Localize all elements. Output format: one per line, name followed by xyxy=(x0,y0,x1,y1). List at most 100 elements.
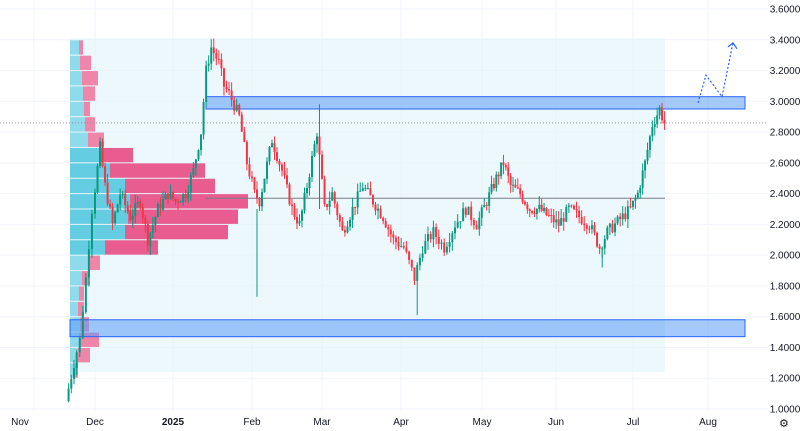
candle-body xyxy=(266,161,268,179)
candle-body xyxy=(512,184,515,186)
x-tick-label: Aug xyxy=(699,417,717,428)
candle-body xyxy=(273,143,276,153)
candle-body xyxy=(182,194,185,202)
candle-body xyxy=(507,167,510,176)
resistance-zone xyxy=(205,96,746,110)
candle-body xyxy=(598,246,601,249)
candle-body xyxy=(557,219,560,226)
y-axis[interactable]: 3.6000 3.4000 3.2000 3.0000 2.8000 2.6000 2.40… xyxy=(770,5,800,416)
candle-body xyxy=(217,58,220,60)
candle-body xyxy=(90,213,93,250)
candle-body xyxy=(136,202,139,204)
candle-body xyxy=(177,201,180,203)
y-tick-label: 1.8000 xyxy=(770,281,800,292)
candle-body xyxy=(531,210,534,213)
y-tick-label: 2.8000 xyxy=(770,128,800,139)
candle-body xyxy=(394,237,397,243)
candle-body xyxy=(651,126,654,137)
candle-body xyxy=(144,217,147,225)
candle-body xyxy=(119,194,122,205)
candle-body xyxy=(611,223,614,233)
candle-body xyxy=(634,197,637,201)
candle-body xyxy=(205,65,208,103)
candle-body xyxy=(116,204,119,213)
volume-bar-down xyxy=(78,347,90,363)
candle-body xyxy=(336,203,339,216)
candle-body xyxy=(519,188,522,194)
candle-body xyxy=(384,221,387,228)
candle-body xyxy=(626,206,629,220)
candle-body xyxy=(410,260,413,268)
candle-body xyxy=(658,107,661,116)
candle-body xyxy=(562,218,565,222)
y-tick-label: 2.4000 xyxy=(770,189,800,200)
volume-bar-down xyxy=(84,101,90,117)
candle-body xyxy=(75,352,78,369)
candle-body xyxy=(169,192,172,199)
candle-body xyxy=(606,227,609,239)
candle-body xyxy=(490,184,493,193)
candle-body xyxy=(225,86,228,90)
candle-body xyxy=(445,246,448,253)
candle-body xyxy=(243,131,246,142)
projection-path xyxy=(697,42,734,104)
candle-body xyxy=(472,220,475,226)
volume-bar-up xyxy=(70,101,84,117)
candle-body xyxy=(84,277,87,313)
candle-body xyxy=(212,47,215,54)
x-tick-label: Nov xyxy=(11,417,29,428)
candle-body xyxy=(296,216,298,224)
candle-body xyxy=(545,207,548,215)
candle-body xyxy=(547,214,550,216)
candle-body xyxy=(456,221,459,228)
candle-body xyxy=(159,204,162,210)
candle-body xyxy=(590,225,593,230)
volume-bar-down xyxy=(85,117,95,132)
candle-body xyxy=(402,246,405,248)
candle-body xyxy=(397,242,400,247)
candle-body xyxy=(220,59,223,69)
candle-body xyxy=(492,184,495,188)
candle-body xyxy=(570,205,573,207)
candle-body xyxy=(521,193,524,202)
candle-body xyxy=(526,204,529,210)
candle-body xyxy=(550,215,553,217)
candle-body xyxy=(271,143,273,148)
volume-bar-down xyxy=(82,71,98,86)
candle-body xyxy=(200,134,203,151)
candle-body xyxy=(126,205,129,212)
candle-body xyxy=(354,206,357,208)
candle-body xyxy=(583,223,586,226)
candle-body xyxy=(166,193,169,199)
x-tick-label: Jul xyxy=(627,417,640,428)
candle-body xyxy=(104,166,107,183)
volume-bar-up xyxy=(70,71,82,86)
volume-bar-down xyxy=(90,255,100,271)
candle-body xyxy=(333,192,336,204)
y-tick-label: 2.2000 xyxy=(770,220,800,231)
candle-body xyxy=(588,228,591,230)
volume-bar-down xyxy=(100,147,133,163)
candle-body xyxy=(387,227,390,230)
candle-body xyxy=(154,217,157,225)
candle-body xyxy=(580,217,583,224)
x-axis[interactable]: Nov Dec 2025 Feb Mar Apr May Jun Jul Aug xyxy=(11,417,717,428)
candle-body xyxy=(641,170,644,188)
candle-body xyxy=(349,219,352,227)
candle-body xyxy=(483,205,486,208)
candle-body xyxy=(379,208,382,218)
candle-body xyxy=(560,218,563,226)
candle-body xyxy=(429,234,432,240)
candle-body xyxy=(228,89,231,91)
candle-body xyxy=(283,170,286,176)
candle-body xyxy=(124,193,127,206)
candle-body xyxy=(646,149,649,161)
candle-body xyxy=(131,215,134,220)
volume-bar-up xyxy=(70,147,100,163)
candle-body xyxy=(421,253,424,258)
candle-body xyxy=(303,193,306,211)
candle-body xyxy=(230,90,233,101)
candle-body xyxy=(291,204,293,207)
gear-icon[interactable]: ⚙ xyxy=(779,417,789,430)
